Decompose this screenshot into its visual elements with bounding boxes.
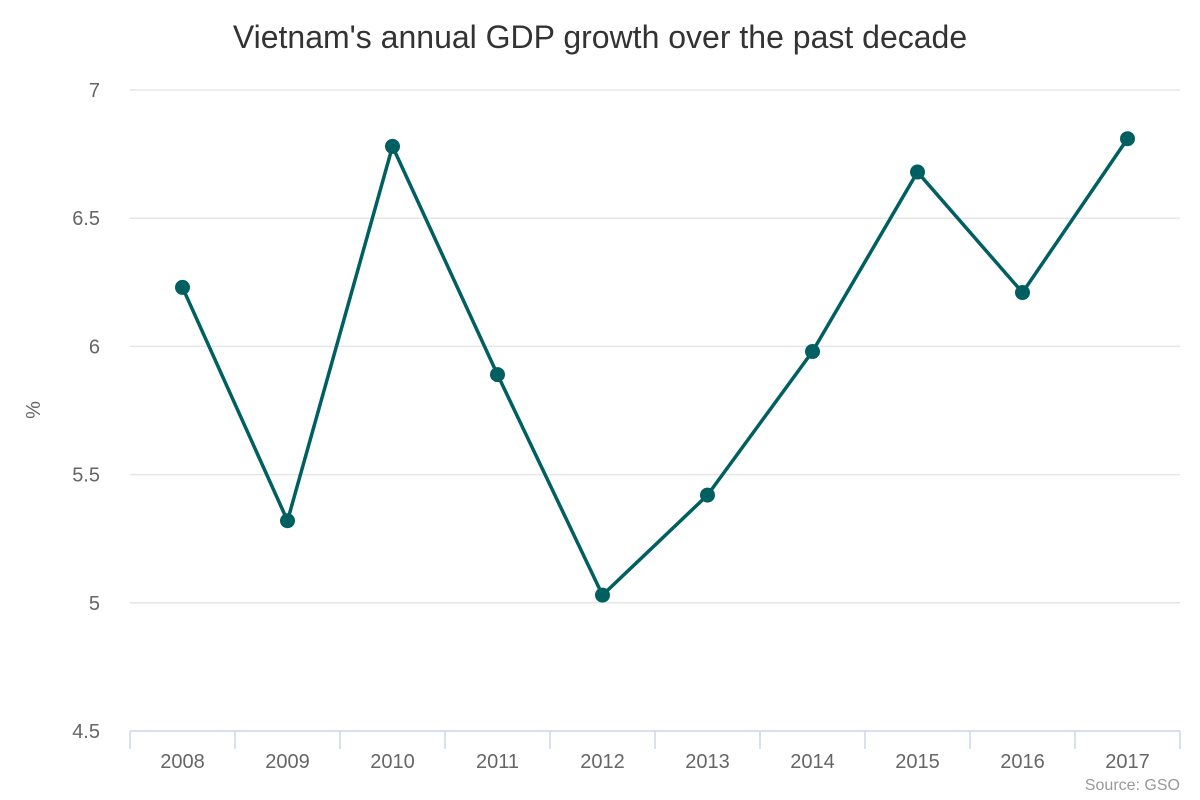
- data-point[interactable]: [280, 513, 295, 529]
- x-tick-label: 2008: [160, 751, 205, 773]
- y-tick-label: 5: [89, 593, 100, 615]
- y-tick-label: 7: [89, 80, 100, 102]
- series-line: [180, 136, 1130, 597]
- data-point[interactable]: [175, 279, 190, 295]
- chart-title: Vietnam's annual GDP growth over the pas…: [233, 19, 967, 55]
- y-tick-label: 6: [89, 336, 100, 358]
- y-axis: 4.5 5 5.5 6 6.5 7: [72, 80, 100, 743]
- x-tick-label: 2009: [265, 751, 310, 773]
- x-tick-label: 2010: [370, 751, 415, 773]
- y-tick-label: 5.5: [72, 465, 100, 487]
- x-tick-label: 2015: [895, 751, 940, 773]
- series-layer: [175, 131, 1135, 603]
- data-point[interactable]: [910, 164, 925, 180]
- gridlines: [130, 89, 1180, 604]
- source-credit: Source: GSO: [1085, 777, 1180, 794]
- data-point[interactable]: [805, 344, 820, 360]
- x-tick-label: 2014: [790, 751, 835, 773]
- x-axis: 2008 2009 2010 2011 2012 2013 2014 2015 2016 2017: [129, 730, 1181, 773]
- x-tick-label: 2016: [1000, 751, 1045, 773]
- x-tick-label: 2012: [580, 751, 625, 773]
- data-point[interactable]: [490, 367, 505, 383]
- data-point[interactable]: [1015, 285, 1030, 301]
- data-point[interactable]: [595, 587, 610, 603]
- data-point[interactable]: [1120, 131, 1135, 147]
- data-point[interactable]: [700, 487, 715, 503]
- y-tick-label: 4.5: [72, 721, 100, 743]
- x-tick-label: 2013: [685, 751, 730, 773]
- x-tick-label: 2011: [476, 751, 519, 773]
- x-tick-label: 2017: [1105, 751, 1150, 773]
- y-axis-title: %: [23, 401, 45, 419]
- data-point[interactable]: [385, 138, 400, 154]
- y-tick-label: 6.5: [72, 208, 100, 230]
